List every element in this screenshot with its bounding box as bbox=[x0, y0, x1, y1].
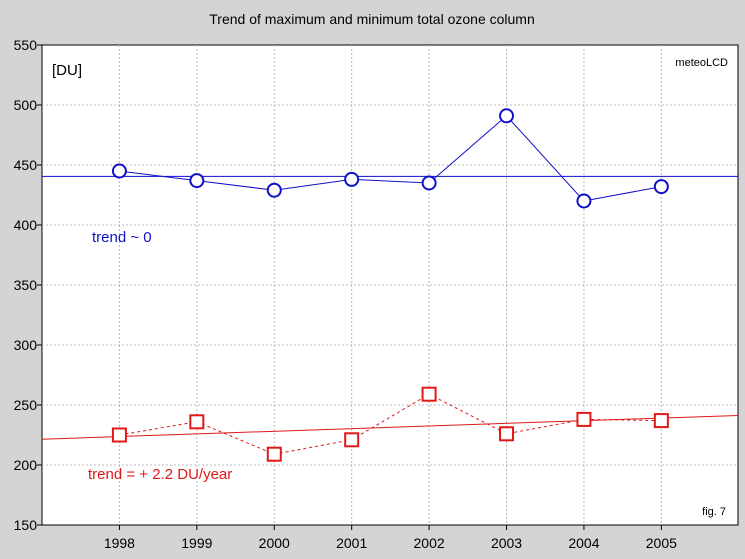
x-tick-label: 2002 bbox=[414, 535, 445, 551]
blue-trend-label: trend ~ 0 bbox=[92, 229, 152, 246]
chart-title: Trend of maximum and minimum total ozone… bbox=[209, 11, 535, 27]
y-tick-label: 550 bbox=[14, 37, 38, 53]
x-tick-label: 1998 bbox=[104, 535, 135, 551]
x-tick-label: 2003 bbox=[491, 535, 522, 551]
min-data-point bbox=[499, 426, 515, 442]
axes: 150 200 250 300 350 400 450 500 550 1998 1999 2000 2… bbox=[14, 37, 677, 551]
max-data-point bbox=[576, 193, 592, 209]
min-data-point bbox=[344, 432, 360, 448]
x-tick-label: 2001 bbox=[336, 535, 367, 551]
y-tick-label: 350 bbox=[14, 277, 38, 293]
max-data-point bbox=[189, 173, 205, 189]
max-data-point bbox=[653, 179, 669, 195]
red-trend-line bbox=[41, 414, 739, 440]
min-data-point bbox=[421, 386, 437, 402]
x-tick-label: 1999 bbox=[181, 535, 212, 551]
unit-label: [DU] bbox=[52, 62, 82, 79]
y-tick-label: 500 bbox=[14, 97, 38, 113]
max-data-point bbox=[344, 171, 360, 187]
min-data-point bbox=[576, 411, 592, 427]
data-series bbox=[111, 108, 669, 462]
y-tick-label: 400 bbox=[14, 217, 38, 233]
min-data-point bbox=[189, 414, 205, 430]
red-trend-label: trend = + 2.2 DU/year bbox=[88, 466, 232, 483]
max-data-point bbox=[111, 163, 127, 179]
min-series-line bbox=[119, 393, 662, 455]
y-tick-label: 200 bbox=[14, 457, 38, 473]
x-tick-label: 2000 bbox=[259, 535, 290, 551]
grid bbox=[42, 45, 738, 525]
max-series-line bbox=[119, 115, 662, 202]
max-data-point bbox=[421, 175, 437, 191]
source-label: meteoLCD bbox=[675, 57, 728, 69]
trend-lines bbox=[41, 175, 739, 440]
min-data-point bbox=[653, 413, 669, 429]
min-data-point bbox=[111, 427, 127, 443]
max-data-point bbox=[266, 182, 282, 198]
y-tick-label: 250 bbox=[14, 397, 38, 413]
y-tick-label: 150 bbox=[14, 517, 38, 533]
max-data-point bbox=[499, 108, 515, 124]
x-tick-label: 2004 bbox=[568, 535, 599, 551]
y-tick-label: 450 bbox=[14, 157, 38, 173]
min-data-point bbox=[266, 446, 282, 462]
y-tick-label: 300 bbox=[14, 337, 38, 353]
x-tick-label: 2005 bbox=[646, 535, 677, 551]
figure-label: fig. 7 bbox=[702, 506, 726, 518]
